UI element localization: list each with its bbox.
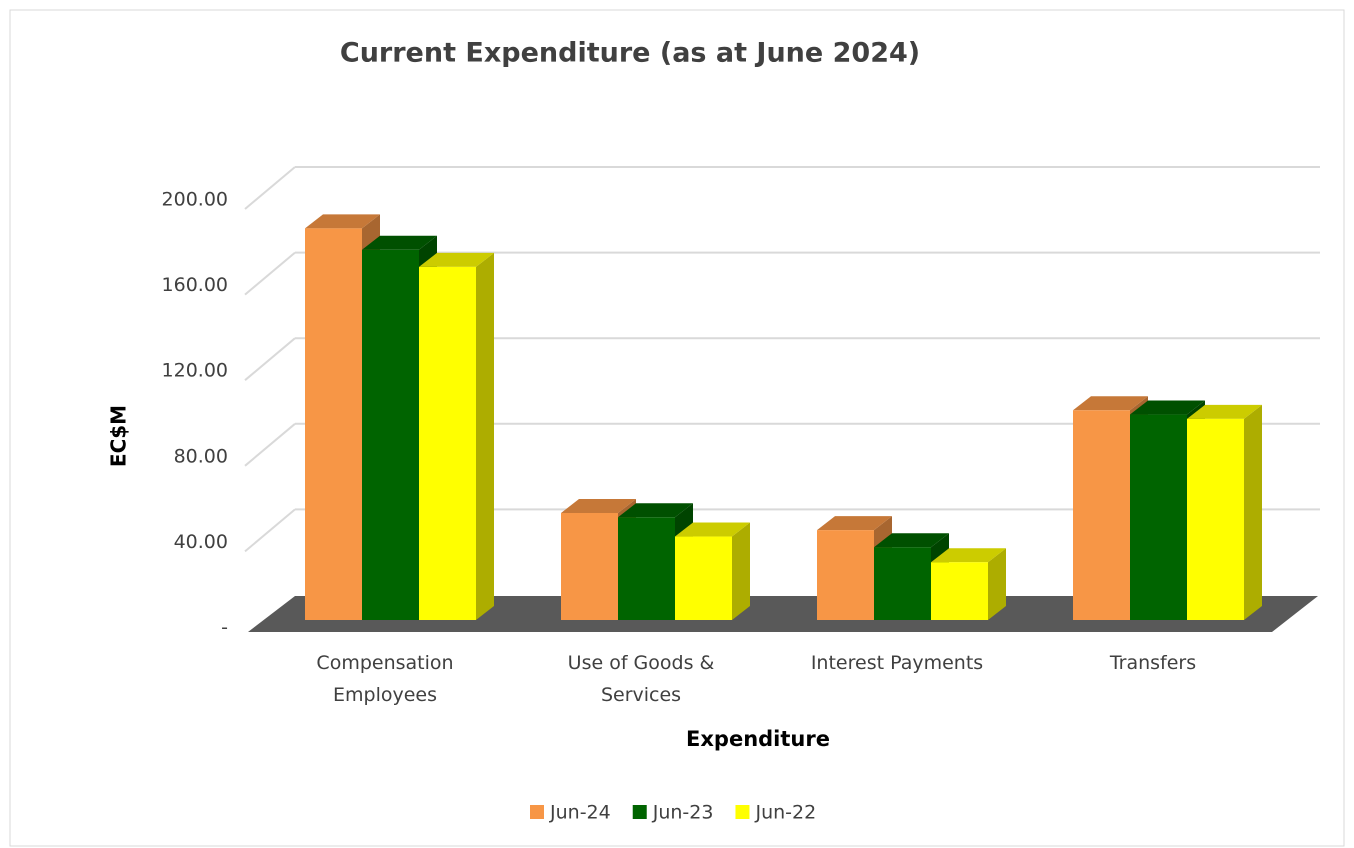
legend-swatch: [530, 805, 544, 819]
bar: [1187, 418, 1244, 620]
bar-top: [618, 503, 693, 518]
bar: [305, 228, 362, 620]
grid-line: [244, 337, 296, 381]
bar-side: [1244, 404, 1262, 620]
bar-top: [419, 252, 494, 267]
legend-label: Jun-23: [652, 802, 714, 824]
legend-label: Jun-24: [549, 802, 611, 824]
bar: [362, 249, 419, 620]
bar-top: [305, 214, 380, 229]
y-tick-label: 40.00: [174, 531, 228, 553]
bar-side: [988, 548, 1006, 620]
bar: [874, 547, 931, 620]
bar: [931, 562, 988, 620]
legend-swatch: [632, 805, 647, 819]
bar: [618, 517, 675, 620]
bar-top: [561, 499, 636, 513]
bar-top: [675, 522, 750, 537]
bar-top: [1130, 400, 1205, 415]
y-tick-label: 160.00: [162, 274, 228, 296]
bar: [1130, 414, 1187, 620]
x-tick-label: Interest Payments: [810, 652, 984, 674]
bar-top: [362, 235, 437, 250]
x-axis-label: Expenditure: [686, 727, 830, 751]
chart-title: Current Expenditure (as at June 2024): [340, 38, 920, 69]
bar: [817, 530, 874, 620]
bar-top: [1187, 404, 1262, 419]
y-tick-label: -: [221, 617, 228, 639]
bar-side: [476, 252, 494, 620]
bar-top: [931, 548, 1006, 563]
grid-line: [244, 251, 296, 296]
bar: [1073, 410, 1130, 620]
bar-top: [1073, 396, 1148, 411]
bar: [419, 266, 476, 620]
y-axis-label: EC$M: [107, 405, 131, 467]
grid-line: [244, 423, 296, 467]
bar-side: [732, 522, 750, 620]
x-tick-label: Compensation Employees: [316, 652, 454, 706]
y-tick-label: 200.00: [162, 189, 228, 211]
x-tick-label: Transfers: [1109, 652, 1197, 674]
legend-swatch: [735, 805, 750, 819]
bar: [675, 536, 732, 620]
grid-line: [244, 166, 296, 210]
floor: [248, 596, 1318, 632]
y-tick-label: 80.00: [174, 445, 228, 467]
legend-label: Jun-22: [754, 802, 816, 824]
y-tick-label: 120.00: [162, 360, 228, 382]
bar-top: [817, 516, 892, 531]
bar-top: [874, 533, 949, 548]
bar: [561, 513, 618, 620]
grid-line: [244, 508, 296, 553]
x-tick-label: Use of Goods & Services: [567, 652, 715, 706]
